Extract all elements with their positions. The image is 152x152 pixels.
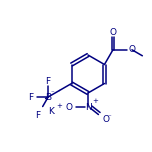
Text: F: F (46, 78, 51, 86)
Text: ⁻: ⁻ (50, 90, 54, 96)
Text: O: O (109, 28, 116, 37)
Text: ⁻: ⁻ (107, 114, 111, 121)
Text: K: K (48, 107, 54, 116)
Text: +: + (56, 103, 62, 109)
Text: B: B (45, 93, 51, 102)
Text: O: O (102, 114, 109, 123)
Text: O: O (65, 102, 72, 112)
Text: F: F (36, 111, 41, 119)
Text: F: F (28, 93, 33, 102)
Text: N: N (85, 102, 91, 112)
Text: +: + (92, 98, 98, 104)
Text: O: O (129, 45, 136, 54)
